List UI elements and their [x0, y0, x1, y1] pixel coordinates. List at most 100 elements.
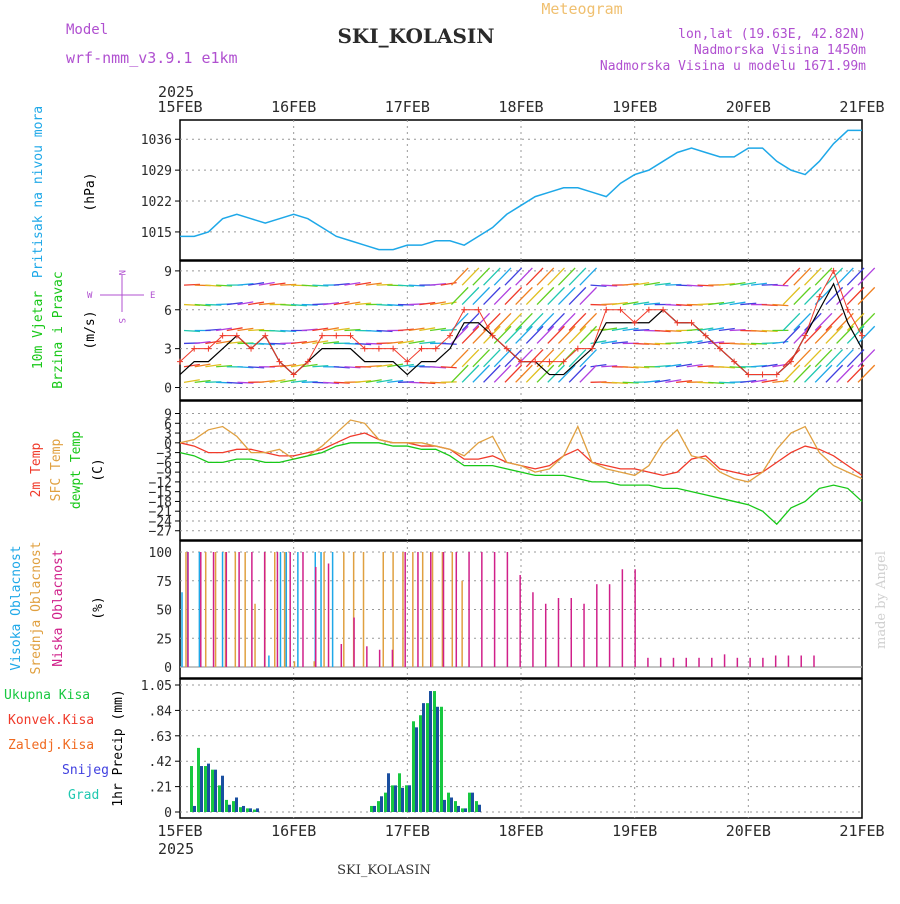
temp-axis-title-1: 2m Temp — [29, 442, 44, 497]
precip-snow-bar — [193, 806, 196, 812]
pressure-tick-label: 1036 — [141, 133, 172, 148]
wind-barb — [494, 287, 511, 304]
wind-barb — [558, 365, 575, 382]
x-tick-label-bottom: 17FEB — [385, 822, 430, 840]
precip-total-bar — [454, 801, 457, 812]
wind-gust-marker — [475, 307, 481, 313]
x-tick-label-bottom: 20FEB — [726, 822, 771, 840]
precip-tick-label: .42 — [149, 755, 172, 770]
precip-snow-bar — [429, 691, 432, 812]
model-elevation-text: Nadmorska Visina u modelu 1671.99m — [600, 59, 866, 74]
wind-barb — [794, 365, 811, 382]
pressure-axis-title: Pritisak na nivou mora — [31, 106, 46, 278]
precip-snow-bar — [235, 797, 238, 812]
cloud-axis-title-3: Niska Oblacnost — [51, 549, 66, 666]
precip-snow-bar — [228, 805, 231, 812]
precip-total-bar — [440, 707, 443, 812]
wind-barb — [473, 287, 490, 304]
panel-frame-0 — [180, 120, 862, 260]
wind-barb — [494, 350, 511, 367]
wind-barb — [537, 365, 554, 382]
wind-barb — [783, 350, 800, 367]
wind-barb — [462, 365, 479, 382]
wind-barb — [805, 287, 822, 304]
wind-barb — [805, 365, 822, 382]
precip-total-bar — [246, 808, 249, 812]
wind-tick-label: 3 — [164, 343, 172, 358]
wind-barb — [484, 287, 501, 304]
x-tick-label-top: 16FEB — [271, 98, 316, 116]
wind-barb — [837, 350, 854, 367]
wind-tick-label: 9 — [164, 265, 172, 280]
temp-unit: (C) — [91, 458, 106, 481]
wind-barb — [815, 365, 832, 382]
precip-total-bar — [398, 773, 401, 812]
precip-legend-total: Ukupna Kisa — [4, 688, 90, 703]
wind-barb — [494, 268, 511, 285]
wind-barb — [451, 287, 468, 304]
precip-tick-label: .21 — [149, 781, 172, 796]
wind-barb — [537, 268, 554, 285]
x-tick-label-top: 21FEB — [839, 98, 884, 116]
precip-snow-bar — [249, 808, 252, 812]
precip-total-bar — [253, 810, 256, 812]
precip-snow-bar — [256, 808, 259, 812]
pressure-unit: (hPa) — [83, 172, 98, 211]
wind-barb — [837, 268, 854, 285]
precip-total-bar — [461, 808, 464, 812]
compass-south: S — [116, 318, 126, 323]
elevation-text: Nadmorska Visina 1450m — [694, 43, 866, 58]
wind-axis-title-1: 10m Vjetar — [31, 291, 46, 369]
wind-barb — [526, 287, 543, 304]
wind-barb — [858, 365, 875, 382]
precip-snow-bar — [401, 788, 404, 812]
panel-frame-2 — [180, 401, 862, 540]
station-title: SKI_KOLASIN — [337, 24, 494, 48]
wind-barb — [815, 350, 832, 367]
precip-total-bar — [384, 793, 387, 812]
cloud-tick-label: 75 — [156, 575, 172, 590]
cloud-tick-label: 100 — [149, 546, 172, 561]
precip-tick-label: .63 — [149, 730, 172, 745]
x-tick-label-bottom: 18FEB — [498, 822, 543, 840]
precip-snow-bar — [478, 805, 481, 812]
wind-barb — [516, 268, 533, 285]
precip-snow-bar — [200, 766, 203, 812]
temp-axis-title-3: dewpt Temp — [69, 431, 84, 509]
cloud-unit: (%) — [91, 596, 106, 619]
x-tick-label-top: 15FEB — [157, 98, 202, 116]
pressure-tick-label: 1029 — [141, 164, 172, 179]
model-name: wrf-nmm_v3.9.1 e1km — [66, 49, 238, 67]
precip-snow-bar — [408, 785, 411, 812]
wind-barb — [569, 287, 586, 304]
precip-total-bar — [468, 793, 471, 812]
wind-gust-marker — [319, 333, 325, 339]
wind-barb — [505, 268, 522, 285]
wind-barb — [772, 285, 788, 286]
precip-snow-bar — [207, 764, 210, 812]
wind-barb — [505, 365, 522, 382]
model-label: Model — [66, 22, 108, 38]
wind-barb — [783, 268, 800, 285]
cloud-axis-title-1: Visoka Oblacnost — [9, 545, 24, 670]
wind-barb — [858, 350, 875, 367]
wind-barb — [805, 350, 822, 367]
precip-total-bar — [433, 691, 436, 812]
precip-tick-label: .84 — [149, 704, 173, 719]
precip-snow-bar — [387, 773, 390, 812]
precip-tick-label: 0 — [164, 806, 172, 821]
precip-legend-conv: Konvek.Kisa — [8, 713, 94, 728]
precip-snow-bar — [443, 800, 446, 812]
x-tick-label-top: 20FEB — [726, 98, 771, 116]
wind-barb — [837, 365, 854, 382]
meteogram-label: Meteogram — [541, 0, 622, 18]
wind-barb — [462, 268, 479, 285]
wind-axis-title-2: Brzina i Pravac — [51, 271, 66, 388]
wind-barb — [441, 330, 457, 331]
x-tick-label-top: 18FEB — [498, 98, 543, 116]
coords-text: lon,lat (19.63E, 42.82N) — [678, 27, 866, 42]
wind-barb — [558, 268, 575, 285]
wind-barb — [826, 365, 843, 382]
wind-barb — [772, 381, 788, 383]
